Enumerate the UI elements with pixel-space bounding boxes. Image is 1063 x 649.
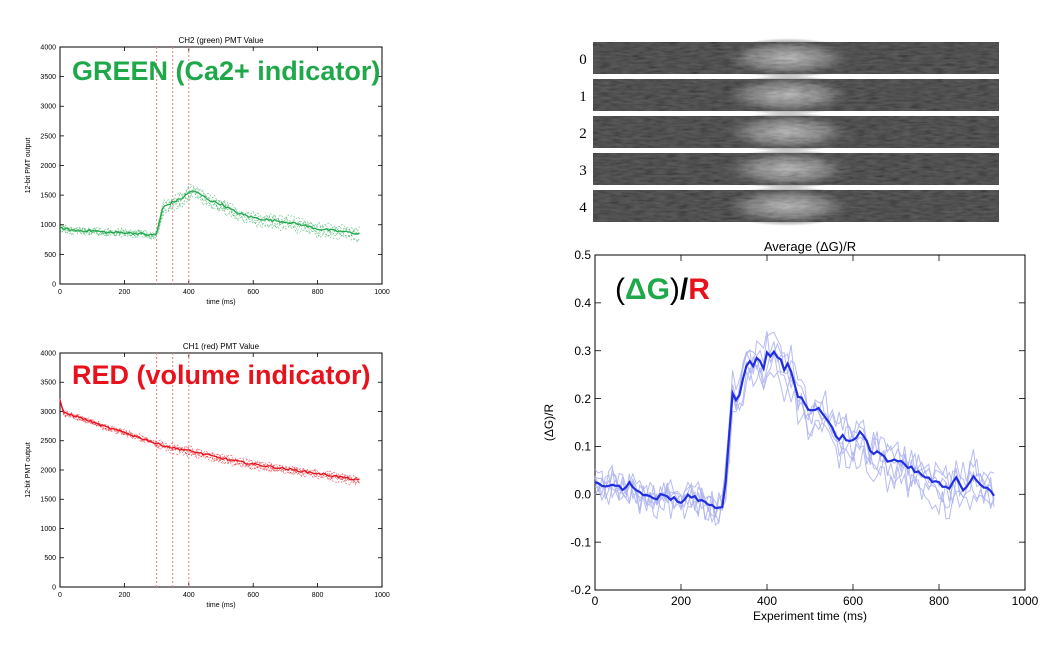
x-tick-label: 800 xyxy=(929,594,949,608)
y-tick-label: 0 xyxy=(52,584,56,591)
trial-trace xyxy=(59,184,360,237)
y-tick-label: 0.5 xyxy=(574,248,591,262)
green-pmt-chart: 0 200 400 600 800 1000 0 500 1000 1500 2000 2500 300… xyxy=(25,36,390,306)
strip-index-label: 1 xyxy=(579,89,587,105)
ratio-open-paren: ( xyxy=(615,273,625,306)
image-strips-panel: 0 1 2 3 4 xyxy=(579,38,999,226)
chart-title: CH1 (red) PMT Value xyxy=(183,342,260,351)
ratio-formula-label: (ΔG)/R xyxy=(615,273,710,307)
x-tick-label: 200 xyxy=(119,289,131,296)
strip-index-label: 3 xyxy=(579,163,587,179)
x-tick-label: 0 xyxy=(58,289,62,296)
y-tick-label: 2000 xyxy=(40,163,56,170)
ratio-chart: 0 200 400 600 800 1000 -0.2 -0.1 0.0 0.1 0.2 0.3 0.4… xyxy=(542,239,1039,623)
trial-trace xyxy=(59,398,360,480)
x-tick-label: 1000 xyxy=(374,592,390,599)
y-tick-label: 0.1 xyxy=(574,440,591,454)
trial-trace xyxy=(59,398,360,481)
y-tick-label: 500 xyxy=(44,555,56,562)
x-axis-label: time (ms) xyxy=(206,602,235,609)
mean-trace xyxy=(59,399,360,481)
strip-index-label: 0 xyxy=(579,52,587,68)
trial-trace xyxy=(59,398,360,485)
y-axis-label: (ΔG)/R xyxy=(542,403,556,441)
mean-trace xyxy=(59,190,360,236)
y-axis-label: 12-bit PMT output xyxy=(25,442,32,498)
trial-trace xyxy=(59,403,360,484)
x-tick-label: 0 xyxy=(592,594,599,608)
x-tick-label: 1000 xyxy=(374,289,390,296)
y-tick-label: 3000 xyxy=(40,104,56,111)
x-axis-label: Experiment time (ms) xyxy=(753,609,867,623)
x-tick-label: 600 xyxy=(843,594,863,608)
x-tick-label: 400 xyxy=(183,592,195,599)
trial-trace xyxy=(594,331,995,512)
y-tick-label: 4000 xyxy=(40,350,56,357)
strip-index-label: 2 xyxy=(579,126,587,142)
trial-trace xyxy=(59,186,360,238)
ratio-close-paren: ) xyxy=(669,273,680,306)
y-tick-label: 0 xyxy=(52,281,56,288)
ratio-delta-g: ΔG xyxy=(625,273,670,306)
trial-trace xyxy=(594,330,995,518)
red-indicator-label: RED (volume indicator) xyxy=(72,360,371,390)
y-tick-label: 0.3 xyxy=(574,344,591,358)
ratio-slash: / xyxy=(679,273,689,306)
y-tick-label: 4000 xyxy=(40,44,56,51)
chart-title: Average (ΔG)/R xyxy=(764,239,856,254)
y-tick-label: 3000 xyxy=(40,409,56,416)
green-indicator-label: GREEN (Ca2+ indicator) xyxy=(72,56,381,86)
y-tick-label: 0.4 xyxy=(574,296,591,310)
noise-texture xyxy=(593,190,999,222)
x-tick-label: 200 xyxy=(119,592,131,599)
x-tick-label: 400 xyxy=(183,289,195,296)
mean-trace xyxy=(594,349,995,510)
strip-index-label: 4 xyxy=(579,200,587,216)
chart-title: CH2 (green) PMT Value xyxy=(178,36,264,45)
y-tick-label: 1500 xyxy=(40,193,56,200)
y-tick-label: 3500 xyxy=(40,74,56,81)
trial-trace xyxy=(59,194,360,243)
y-tick-label: 0.2 xyxy=(574,392,591,406)
y-tick-label: 1000 xyxy=(40,222,56,229)
y-tick-label: 0.0 xyxy=(574,487,591,501)
trial-trace xyxy=(59,399,360,484)
x-tick-label: 800 xyxy=(312,592,324,599)
x-tick-label: 0 xyxy=(58,592,62,599)
x-tick-label: 400 xyxy=(757,594,777,608)
x-tick-label: 600 xyxy=(247,289,259,296)
y-axis-label: 12-bit PMT output xyxy=(25,138,32,194)
y-tick-label: 500 xyxy=(44,252,56,259)
x-tick-label: 1000 xyxy=(1012,594,1039,608)
x-axis-label: time (ms) xyxy=(206,299,235,306)
y-tick-label: -0.1 xyxy=(570,535,591,549)
noise-texture xyxy=(593,116,999,148)
trial-trace xyxy=(59,402,360,486)
plot-frame xyxy=(594,254,1026,591)
x-tick-label: 600 xyxy=(247,592,259,599)
y-tick-label: 2000 xyxy=(40,467,56,474)
x-tick-label: 800 xyxy=(312,289,324,296)
x-tick-label: 200 xyxy=(671,594,691,608)
y-tick-label: 1000 xyxy=(40,526,56,533)
ratio-r: R xyxy=(688,273,710,306)
y-tick-label: 2500 xyxy=(40,133,56,140)
red-pmt-chart: 0 200 400 600 800 1000 0 500 1000 1500 2000 2500 300… xyxy=(25,342,390,609)
y-tick-label: 3500 xyxy=(40,380,56,387)
y-tick-label: -0.2 xyxy=(570,583,591,597)
y-tick-label: 2500 xyxy=(40,438,56,445)
y-tick-label: 1500 xyxy=(40,497,56,504)
noise-texture xyxy=(593,153,999,185)
noise-texture xyxy=(593,79,999,111)
noise-texture xyxy=(593,42,999,74)
